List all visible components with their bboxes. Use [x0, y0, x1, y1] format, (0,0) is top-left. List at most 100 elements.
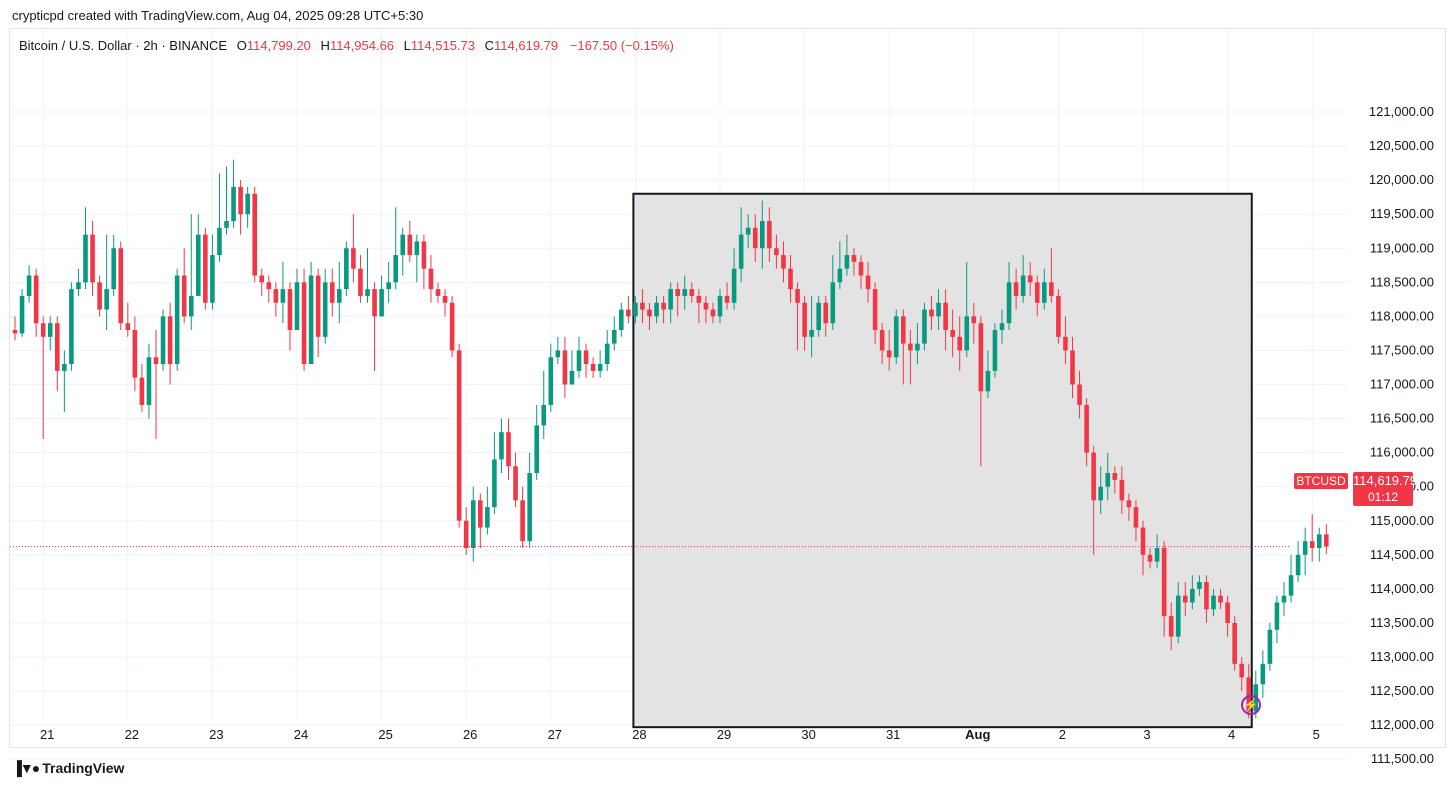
candle-81: [583, 343, 589, 378]
candle-121: [865, 261, 871, 303]
candle-157: [1119, 466, 1125, 514]
change-value: −167.50 (−0.15%): [569, 38, 674, 53]
candle-169: [1204, 575, 1209, 623]
lightning-icon[interactable]: ⚡: [1241, 695, 1261, 715]
candle-91: [654, 295, 659, 324]
candle-172: [1225, 595, 1230, 637]
candle-135: [964, 261, 970, 358]
candle-100: [717, 289, 723, 324]
candle-32: [238, 180, 243, 235]
candle-148: [1056, 289, 1061, 344]
candle-143: [1020, 255, 1026, 303]
candle-97: [696, 289, 702, 324]
candle-20: [153, 330, 159, 439]
x-tick-label-1: 22: [125, 727, 139, 742]
candle-54: [393, 207, 398, 290]
candle-64: [463, 507, 469, 555]
candle-8: [69, 282, 74, 371]
candle-28: [210, 234, 215, 310]
x-tick-label-4: 25: [378, 727, 392, 742]
candle-39: [287, 282, 293, 351]
candle-25: [188, 214, 194, 330]
x-tick-label-5: 26: [463, 727, 477, 742]
y-tick-label-3: 113,000.00: [1370, 649, 1434, 664]
candle-125: [893, 309, 899, 365]
candle-12: [97, 275, 102, 317]
candle-167: [1190, 575, 1195, 610]
candle-173: [1232, 616, 1237, 671]
candle-9: [76, 268, 81, 296]
candle-109: [781, 241, 786, 283]
candle-103: [738, 207, 744, 283]
x-tick-label-15: 5: [1313, 727, 1320, 742]
candle-62: [449, 295, 455, 358]
candle-50: [365, 248, 370, 303]
candle-0: [12, 316, 18, 341]
symbol-price-tag: BTCUSD: [1294, 473, 1348, 489]
candle-87: [626, 295, 631, 324]
candle-59: [428, 255, 434, 303]
candle-48: [351, 214, 356, 283]
candle-57: [414, 234, 420, 283]
y-tick-label-19: 121,000.00: [1369, 104, 1434, 119]
candle-42: [308, 261, 314, 365]
candle-149: [1063, 316, 1068, 365]
candle-178: [1267, 622, 1273, 671]
close-label: C: [484, 38, 495, 53]
candle-166: [1183, 582, 1188, 617]
tradingview-logo-icon: ▐▼●: [12, 760, 40, 776]
candle-180: [1281, 582, 1287, 617]
candle-106: [760, 200, 765, 269]
candle-89: [640, 289, 645, 324]
candle-124: [886, 330, 892, 371]
candle-86: [619, 302, 624, 337]
symbol-description[interactable]: Bitcoin / U.S. Dollar · 2h · BINANCE: [19, 38, 228, 53]
candle-7: [62, 350, 67, 412]
candle-177: [1260, 650, 1266, 698]
candle-44: [322, 268, 328, 344]
candle-138: [985, 350, 991, 399]
candle-94: [675, 282, 680, 317]
candle-85: [611, 316, 617, 351]
candle-22: [167, 302, 173, 385]
candle-55: [400, 227, 406, 276]
low-label: L: [403, 38, 411, 53]
candle-83: [597, 350, 603, 378]
x-tick-label-11: Aug: [965, 727, 990, 742]
x-tick-label-2: 23: [209, 727, 223, 742]
candle-162: [1154, 534, 1160, 569]
candle-79: [569, 350, 575, 385]
y-tick-label-13: 118,000.00: [1370, 308, 1434, 323]
candle-78: [562, 336, 568, 399]
candle-77: [555, 336, 561, 365]
candle-153: [1091, 445, 1096, 555]
candles: [12, 159, 1329, 719]
candle-144: [1027, 261, 1033, 296]
y-tick-label-11: 117,000.00: [1370, 377, 1434, 392]
candle-179: [1274, 595, 1280, 644]
candle-95: [682, 275, 688, 310]
candle-152: [1084, 398, 1089, 467]
candle-26: [196, 214, 201, 296]
candle-174: [1239, 657, 1244, 692]
candle-14: [111, 234, 116, 296]
candle-33: [245, 186, 250, 228]
candle-163: [1161, 541, 1167, 637]
y-tick-label-16: 119,500.00: [1370, 206, 1434, 221]
candle-11: [90, 221, 95, 296]
brand-name: TradingView: [42, 760, 125, 776]
candle-111: [795, 282, 800, 351]
tradingview-logo[interactable]: ▐▼● TradingView: [12, 760, 124, 776]
candle-46: [337, 261, 342, 324]
candle-101: [724, 282, 730, 310]
candle-112: [802, 295, 807, 351]
y-tick-label-2: 112,500.00: [1370, 683, 1434, 698]
candle-129: [922, 302, 927, 351]
candle-34: [252, 186, 257, 283]
candle-136: [971, 302, 977, 344]
candle-71: [513, 452, 518, 508]
y-tick-label-17: 120,000.00: [1369, 172, 1434, 187]
candle-16: [125, 302, 131, 337]
candle-108: [774, 234, 779, 269]
